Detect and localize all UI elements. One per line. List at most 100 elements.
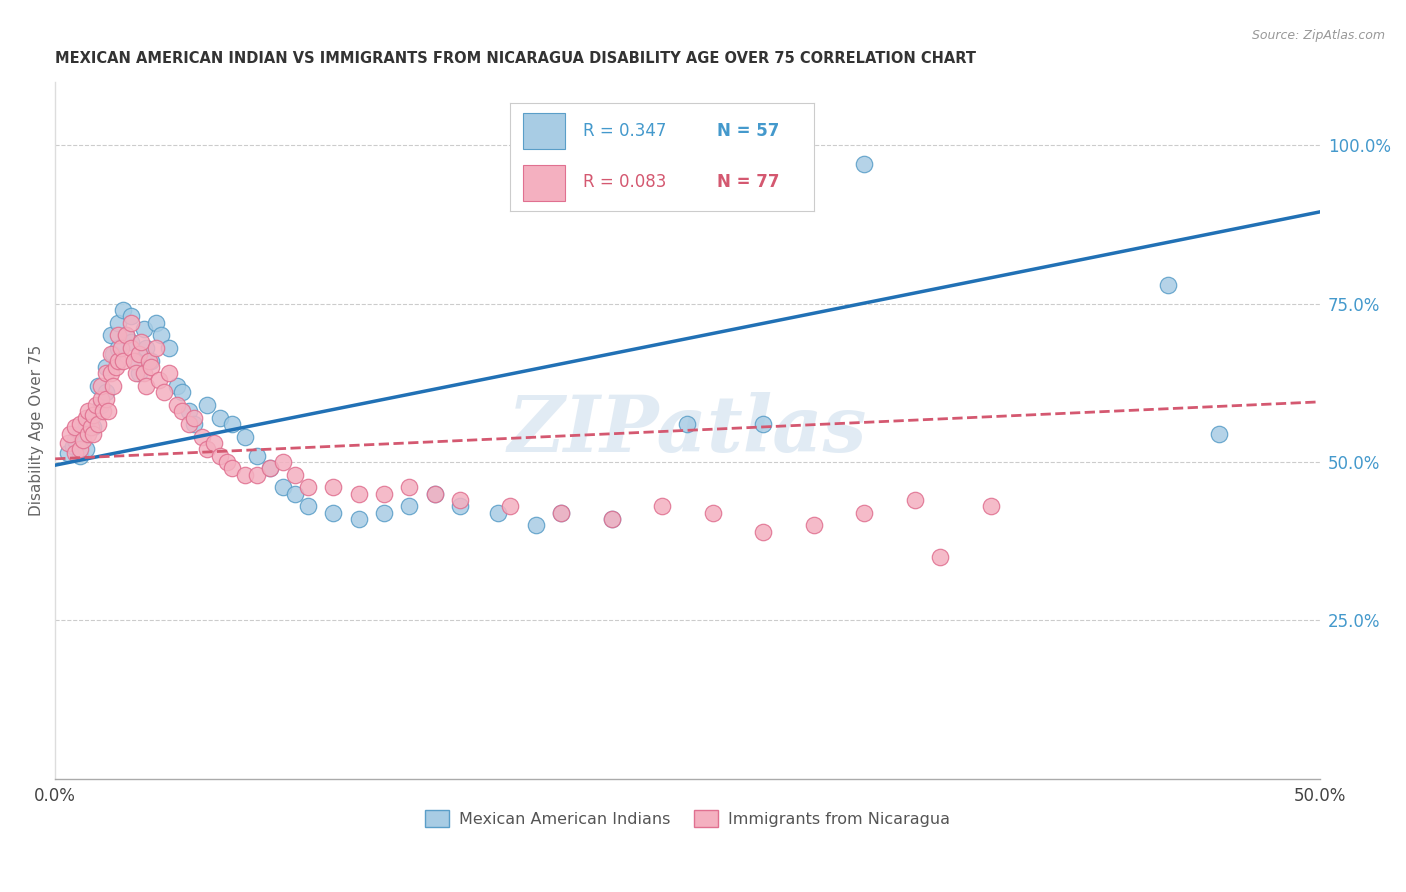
Point	[297, 480, 319, 494]
Point	[87, 417, 110, 431]
Point	[284, 467, 307, 482]
Point	[600, 512, 623, 526]
Point	[271, 455, 294, 469]
Point	[77, 426, 100, 441]
Point	[170, 404, 193, 418]
Point	[69, 449, 91, 463]
Point	[75, 442, 97, 457]
Point	[84, 398, 107, 412]
Point	[132, 367, 155, 381]
Point	[94, 359, 117, 374]
Point	[179, 417, 201, 431]
Point	[82, 420, 104, 434]
Point	[97, 404, 120, 418]
Point	[183, 410, 205, 425]
Point	[145, 341, 167, 355]
Point	[56, 445, 79, 459]
Point	[69, 442, 91, 457]
Point	[103, 379, 125, 393]
Point	[373, 506, 395, 520]
Point	[398, 500, 420, 514]
Point	[322, 506, 344, 520]
Point	[90, 398, 112, 412]
Point	[284, 486, 307, 500]
Text: Source: ZipAtlas.com: Source: ZipAtlas.com	[1251, 29, 1385, 42]
Point	[62, 439, 84, 453]
Point	[183, 417, 205, 431]
Point	[90, 392, 112, 406]
Point	[233, 467, 256, 482]
Point	[651, 500, 673, 514]
Point	[752, 524, 775, 539]
Point	[138, 353, 160, 368]
Point	[82, 408, 104, 422]
Text: ZIPatlas: ZIPatlas	[508, 392, 868, 468]
Point	[87, 379, 110, 393]
Point	[72, 433, 94, 447]
Point	[94, 367, 117, 381]
Point	[600, 512, 623, 526]
Point	[120, 334, 142, 349]
Point	[449, 493, 471, 508]
Point	[122, 353, 145, 368]
Point	[107, 328, 129, 343]
Point	[77, 404, 100, 418]
Point	[128, 367, 150, 381]
Point	[246, 467, 269, 482]
Point	[90, 379, 112, 393]
Legend: Mexican American Indians, Immigrants from Nicaragua: Mexican American Indians, Immigrants fro…	[419, 804, 956, 833]
Point	[166, 398, 188, 412]
Point	[120, 341, 142, 355]
Point	[94, 385, 117, 400]
Point	[208, 449, 231, 463]
Point	[499, 500, 522, 514]
Point	[423, 486, 446, 500]
Point	[141, 353, 163, 368]
Point	[79, 420, 101, 434]
Point	[153, 385, 176, 400]
Point	[125, 353, 148, 368]
Point	[75, 417, 97, 431]
Point	[115, 328, 138, 343]
Point	[259, 461, 281, 475]
Point	[75, 410, 97, 425]
Y-axis label: Disability Age Over 75: Disability Age Over 75	[30, 344, 44, 516]
Point	[125, 367, 148, 381]
Point	[132, 322, 155, 336]
Point	[82, 426, 104, 441]
Point	[100, 347, 122, 361]
Point	[141, 359, 163, 374]
Point	[550, 506, 572, 520]
Point	[347, 512, 370, 526]
Point	[107, 316, 129, 330]
Point	[179, 404, 201, 418]
Point	[65, 445, 87, 459]
Point	[120, 310, 142, 324]
Point	[100, 328, 122, 343]
Point	[129, 334, 152, 349]
Point	[423, 486, 446, 500]
Point	[135, 379, 157, 393]
Point	[59, 426, 82, 441]
Point	[100, 367, 122, 381]
Point	[104, 359, 127, 374]
Point	[208, 410, 231, 425]
Point	[195, 442, 218, 457]
Point	[752, 417, 775, 431]
Point	[246, 449, 269, 463]
Point	[115, 328, 138, 343]
Point	[170, 385, 193, 400]
Point	[550, 506, 572, 520]
Point	[702, 506, 724, 520]
Point	[398, 480, 420, 494]
Point	[347, 486, 370, 500]
Point	[110, 341, 132, 355]
Point	[120, 316, 142, 330]
Point	[1157, 277, 1180, 292]
Point	[107, 341, 129, 355]
Text: MEXICAN AMERICAN INDIAN VS IMMIGRANTS FROM NICARAGUA DISABILITY AGE OVER 75 CORR: MEXICAN AMERICAN INDIAN VS IMMIGRANTS FR…	[55, 51, 976, 66]
Point	[103, 347, 125, 361]
Point	[148, 373, 170, 387]
Point	[803, 518, 825, 533]
Point	[373, 486, 395, 500]
